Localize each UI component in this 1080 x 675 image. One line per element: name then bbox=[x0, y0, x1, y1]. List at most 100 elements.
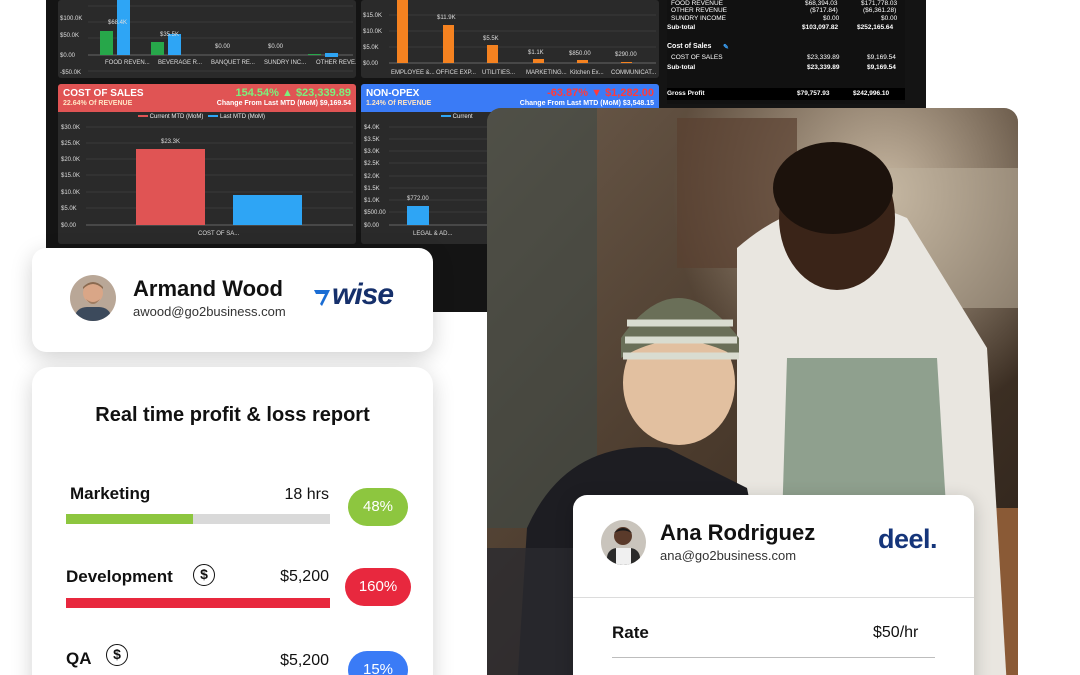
x-tick: MARKETING... bbox=[526, 70, 567, 76]
edit-icon[interactable]: ✎ bbox=[723, 44, 729, 51]
bar-legal bbox=[407, 206, 429, 225]
data-label: $772.00 bbox=[407, 196, 429, 202]
x-tick: EMPLOYEE &... bbox=[391, 70, 435, 76]
profile-email: ana@go2business.com bbox=[660, 548, 797, 563]
svg-text:$3.5K: $3.5K bbox=[364, 137, 380, 143]
rate-value: $50/hr bbox=[873, 624, 919, 641]
deel-logo: deel. bbox=[878, 524, 938, 554]
x-tick: Kitchen Ex... bbox=[570, 70, 604, 76]
chart-legend: Current MTD (MoM) Last MTD (MoM) bbox=[138, 114, 265, 120]
data-label: $23.3K bbox=[161, 139, 180, 145]
svg-text:$3.0K: $3.0K bbox=[364, 149, 380, 155]
report-item-value: $5,200 bbox=[280, 652, 329, 669]
profile-card-armand[interactable]: Armand Wood awood@go2business.com wise bbox=[32, 248, 433, 352]
non-opex-header: NON-OPEX 1.24% Of REVENUE -63.87% ▼ $1,2… bbox=[361, 84, 659, 112]
profile-name: Armand Wood bbox=[133, 276, 283, 301]
profile-card-ana[interactable]: Ana Rodriguez ana@go2business.com deel. … bbox=[573, 495, 974, 675]
data-label: $290.00 bbox=[615, 52, 637, 58]
bar-office bbox=[443, 25, 454, 63]
report-item-value: 18 hrs bbox=[284, 486, 329, 503]
svg-text:$4.0K: $4.0K bbox=[364, 125, 380, 131]
svg-text:$25.0K: $25.0K bbox=[61, 141, 80, 147]
y-tick: $0.00 bbox=[60, 53, 76, 59]
x-tick: BEVERAGE R... bbox=[158, 60, 202, 66]
svg-text:$15.0K: $15.0K bbox=[61, 173, 80, 179]
revenue-chart: $100.0K $50.0K $0.00 -$50.0K $68.4K $35.… bbox=[60, 0, 356, 76]
svg-text:$5.0K: $5.0K bbox=[61, 206, 77, 212]
profile-email: awood@go2business.com bbox=[133, 304, 286, 319]
avatar bbox=[601, 520, 646, 565]
bar-food-current bbox=[100, 31, 113, 55]
divider bbox=[612, 657, 935, 658]
person-avatar-icon bbox=[70, 275, 116, 321]
svg-text:$1.5K: $1.5K bbox=[364, 186, 380, 192]
bar-beverage-current bbox=[151, 42, 164, 55]
bar-other-current bbox=[308, 54, 321, 55]
data-label: $11.9K bbox=[437, 15, 456, 21]
x-tick: FOOD REVEN... bbox=[105, 60, 150, 66]
y-tick: $15.0K bbox=[363, 13, 382, 19]
y-tick: $100.0K bbox=[60, 16, 82, 22]
status-badge: 48% bbox=[348, 488, 408, 526]
data-label: $68.4K bbox=[108, 20, 127, 26]
progress-bar-marketing bbox=[66, 514, 330, 524]
dollar-icon: $ bbox=[193, 564, 215, 586]
person-avatar-icon bbox=[601, 520, 646, 565]
table-row: Sub-total $103,097.82 $252,165.64 bbox=[667, 24, 894, 31]
x-tick: BANQUET RE... bbox=[211, 60, 255, 66]
svg-text:$0.00: $0.00 bbox=[61, 223, 77, 229]
y-tick: $10.0K bbox=[363, 29, 382, 35]
table-row: FOOD REVENUE $68,394.03 $171,778.03 bbox=[671, 0, 898, 7]
wise-flag-icon bbox=[314, 290, 330, 306]
x-tick: SUNDRY INC... bbox=[264, 60, 306, 66]
bar-other-last bbox=[325, 53, 338, 57]
report-title: Real time profit & loss report bbox=[95, 404, 370, 426]
expense-chart-panel: $15.0K $10.0K $5.0K $0.00 $11.9K $5.5K $… bbox=[361, 0, 659, 78]
y-tick: $0.00 bbox=[363, 61, 379, 67]
table-row: SUNDRY INCOME $0.00 $0.00 bbox=[671, 15, 898, 22]
profile-name: Ana Rodriguez bbox=[660, 520, 816, 545]
bar-communication bbox=[621, 62, 632, 63]
svg-text:$1.0K: $1.0K bbox=[364, 198, 380, 204]
data-label: $0.00 bbox=[268, 44, 284, 50]
data-label: $1.1K bbox=[528, 50, 544, 56]
bar-food-last bbox=[117, 0, 130, 55]
svg-text:$2.5K: $2.5K bbox=[364, 161, 380, 167]
revenue-chart-panel: $100.0K $50.0K $0.00 -$50.0K $68.4K $35.… bbox=[58, 0, 356, 78]
y-tick: $50.0K bbox=[60, 33, 79, 39]
pnl-summary-table: FOOD REVENUE $68,394.03 $171,778.03 OTHE… bbox=[667, 0, 905, 104]
bar-marketing bbox=[533, 59, 544, 63]
data-label: $35.5K bbox=[160, 32, 179, 38]
cost-of-sales-panel: COST OF SALES 22.64% Of REVENUE 154.54% … bbox=[58, 84, 356, 244]
x-tick: OTHER REVE... bbox=[316, 60, 356, 66]
cos-heading: Cost of Sales ✎ bbox=[667, 43, 729, 51]
report-item-label: Development bbox=[66, 567, 173, 586]
avatar bbox=[70, 275, 116, 321]
svg-text:$500.00: $500.00 bbox=[364, 210, 386, 216]
report-item-label: Marketing bbox=[70, 484, 151, 503]
progress-bar-development bbox=[66, 598, 330, 608]
cost-of-sales-header: COST OF SALES 22.64% Of REVENUE 154.54% … bbox=[58, 84, 356, 112]
svg-text:$0.00: $0.00 bbox=[364, 223, 380, 229]
x-tick: UTILITIES... bbox=[482, 70, 515, 76]
dollar-icon: $ bbox=[106, 644, 128, 666]
svg-text:$30.0K: $30.0K bbox=[61, 125, 80, 131]
x-tick: COST OF SA... bbox=[198, 231, 240, 237]
gross-profit-row: Gross Profit $79,757.93 $242,996.10 bbox=[667, 88, 905, 100]
svg-text:$2.0K: $2.0K bbox=[364, 174, 380, 180]
expense-chart: $15.0K $10.0K $5.0K $0.00 $11.9K $5.5K $… bbox=[363, 0, 657, 76]
status-badge: 15% bbox=[348, 651, 408, 675]
x-tick: OFFICE EXP... bbox=[436, 70, 476, 76]
data-label: $0.00 bbox=[215, 44, 231, 50]
table-row: OTHER REVENUE ($717.84) ($6,361.28) bbox=[671, 7, 897, 14]
cost-of-sales-chart: $30.0K $25.0K $20.0K $15.0K $10.0K $5.0K… bbox=[61, 125, 353, 237]
x-tick: COMMUNICAT... bbox=[611, 70, 657, 76]
bar-employee bbox=[397, 0, 408, 63]
bar-beverage-last bbox=[168, 34, 181, 55]
y-tick: -$50.0K bbox=[60, 70, 81, 76]
x-tick: LEGAL & AD... bbox=[413, 231, 453, 237]
table-row: COST OF SALES $23,339.89 $9,169.54 bbox=[671, 54, 896, 61]
bar-kitchen bbox=[577, 60, 588, 63]
rate-label: Rate bbox=[612, 623, 649, 642]
